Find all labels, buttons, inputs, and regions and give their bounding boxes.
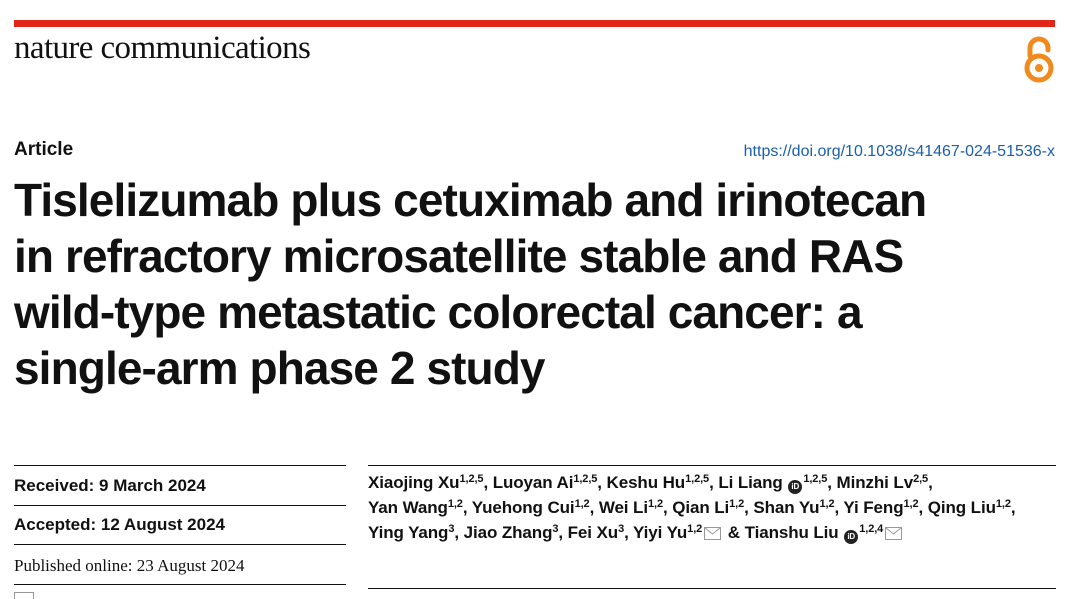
author[interactable]: Yuehong Cui1,2 [471,498,590,517]
author[interactable]: Ying Yang3 [368,523,455,542]
date-divider [14,505,346,506]
title-line: Tislelizumab plus cetuximab and irinotec… [14,174,927,226]
title-line: single-arm phase 2 study [14,342,545,394]
author[interactable]: Minzhi Lv2,5 [836,473,929,492]
author[interactable]: Qing Liu1,2 [927,498,1011,517]
authors-bottom-divider [368,588,1056,589]
author[interactable]: Wei Li1,2 [598,498,663,517]
author[interactable]: Li Liang iD1,2,5 [718,473,828,494]
author[interactable]: Qian Li1,2 [672,498,745,517]
author[interactable]: Jiao Zhang3 [463,523,559,542]
journal-accent-bar [14,20,1055,27]
author[interactable]: Yi Feng1,2 [843,498,919,517]
cut-off-element [14,592,34,599]
author[interactable]: Luoyan Ai1,2,5 [492,473,598,492]
title-line: in refractory microsatellite stable and … [14,230,904,282]
journal-name[interactable]: nature communications [14,30,311,66]
author[interactable]: Tianshu Liu iD1,2,4 [745,523,905,544]
article-title: Tislelizumab plus cetuximab and irinotec… [14,172,1064,396]
mail-envelope-icon[interactable] [885,527,903,540]
accepted-date: Accepted: 12 August 2024 [14,515,225,534]
author[interactable]: Fei Xu3 [567,523,625,542]
orcid-icon[interactable]: iD [788,480,803,494]
open-access-lock-icon [1024,36,1054,83]
author[interactable]: Keshu Hu1,2,5 [606,473,710,492]
author[interactable]: Yiyi Yu1,2 [633,523,723,542]
right-divider [368,465,1056,466]
published-date: Published online: 23 August 2024 [14,556,245,575]
article-type: Article [14,139,74,160]
left-divider [14,465,346,466]
orcid-icon[interactable]: iD [844,530,859,544]
author-list: Xiaojing Xu1,2,5, Luoyan Ai1,2,5, Keshu … [368,473,1016,544]
author[interactable]: Yan Wang1,2 [368,498,463,517]
received-date: Received: 9 March 2024 [14,476,206,495]
mail-envelope-icon[interactable] [704,527,722,540]
author[interactable]: Xiaojing Xu1,2,5 [368,473,484,492]
title-line: wild-type metastatic colorectal cancer: … [14,286,863,338]
doi-link[interactable]: https://doi.org/10.1038/s41467-024-51536… [743,143,1055,160]
date-divider [14,544,346,545]
author[interactable]: Shan Yu1,2 [753,498,835,517]
date-divider [14,584,346,585]
